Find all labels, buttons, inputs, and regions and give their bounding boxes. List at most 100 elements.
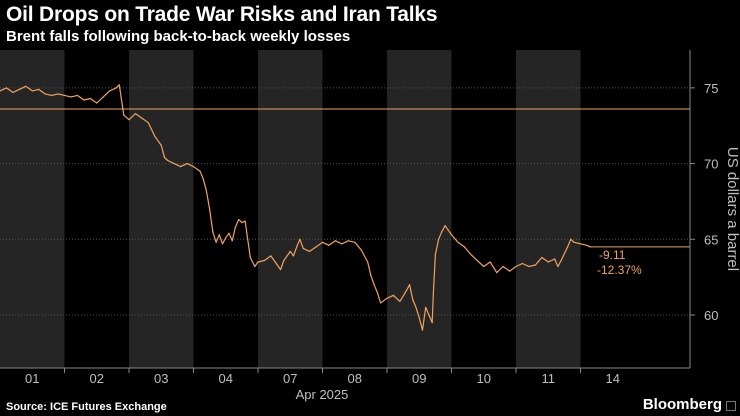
data-point (557, 265, 559, 268)
data-point (244, 220, 246, 222)
x-tick-label: 10 (477, 371, 491, 386)
data-point (154, 135, 156, 137)
data-point (425, 306, 427, 309)
data-point (254, 265, 256, 268)
bloomberg-logo: Bloomberg (642, 396, 722, 413)
data-point (51, 94, 53, 97)
data-point (228, 232, 230, 234)
data-point (431, 321, 433, 324)
data-point (5, 87, 8, 89)
data-point (534, 264, 536, 266)
data-point (334, 240, 336, 242)
chart-title: Oil Drops on Trade War Risks and Iran Ta… (6, 3, 438, 26)
data-point (376, 291, 378, 293)
data-point (496, 272, 498, 274)
data-point (457, 241, 459, 243)
data-point (134, 113, 137, 115)
data-point (412, 299, 414, 301)
data-point (386, 297, 388, 299)
data-point (399, 300, 401, 302)
data-point (18, 88, 20, 90)
data-point (554, 258, 556, 260)
data-point (444, 225, 446, 227)
data-point (118, 84, 120, 86)
data-point (70, 96, 72, 98)
data-point (296, 246, 298, 248)
x-tick-label: 11 (542, 371, 556, 386)
x-tick-label: 07 (283, 371, 297, 386)
data-point (96, 102, 98, 104)
x-tick-label: 09 (412, 371, 426, 386)
data-point (470, 253, 472, 256)
data-point (405, 290, 407, 292)
data-point (25, 85, 27, 87)
data-point (199, 170, 201, 172)
horizontal-gridlines (0, 87, 690, 316)
shaded-day-bands (0, 50, 581, 368)
data-point (76, 94, 78, 97)
data-point (270, 255, 272, 257)
data-point (379, 302, 382, 304)
data-point (209, 208, 211, 210)
data-point (463, 246, 465, 248)
x-tick-label: 14 (606, 371, 620, 386)
data-point (570, 238, 572, 240)
data-point (341, 243, 343, 245)
data-point (283, 259, 285, 262)
x-axis-label: Apr 2025 (296, 387, 349, 402)
data-point (276, 264, 278, 266)
data-point (109, 90, 111, 92)
source-note: Source: ICE Futures Exchange (6, 401, 167, 413)
shaded-band-11 (516, 50, 581, 368)
x-axis: 01 02 03 04 07 08 09 10 11 14 Apr 2025 (0, 367, 690, 402)
data-point (160, 144, 162, 146)
data-point (44, 93, 46, 95)
data-point (147, 122, 149, 124)
data-point (215, 241, 217, 243)
data-point (528, 265, 530, 268)
data-point (354, 241, 356, 243)
data-point (12, 91, 14, 93)
data-point (450, 234, 453, 236)
shaded-band-03 (129, 50, 194, 368)
data-point (212, 231, 214, 233)
data-point (328, 244, 330, 246)
data-point (186, 162, 188, 165)
data-point (438, 238, 440, 240)
data-point (89, 97, 91, 100)
data-point (225, 237, 227, 239)
data-point (292, 255, 295, 257)
data-point (238, 219, 240, 221)
data-point (547, 261, 549, 263)
data-point (515, 265, 517, 268)
y-tick-label: 60 (704, 308, 718, 323)
data-point (115, 87, 117, 89)
data-point (508, 270, 511, 272)
data-point (428, 314, 430, 316)
data-point (0, 90, 1, 92)
data-point (180, 166, 182, 168)
data-point (560, 259, 562, 262)
data-point (476, 259, 478, 262)
data-point (221, 243, 224, 245)
shaded-band-09 (387, 50, 452, 368)
data-point (360, 249, 362, 251)
data-point (141, 117, 143, 119)
brand-square-icon (726, 401, 736, 411)
data-point (567, 246, 569, 248)
data-point (321, 241, 324, 243)
data-point (421, 329, 424, 331)
data-point (202, 178, 204, 180)
data-point (489, 261, 491, 263)
y-tick-label: 75 (704, 81, 718, 96)
data-point (163, 156, 166, 159)
data-point (102, 96, 104, 98)
data-point (367, 261, 369, 263)
y-tick-label: 70 (704, 157, 718, 172)
data-point (370, 275, 372, 277)
data-point (432, 291, 435, 293)
data-point (502, 265, 504, 268)
y-tick-label: 65 (704, 232, 718, 247)
data-point (38, 88, 40, 90)
